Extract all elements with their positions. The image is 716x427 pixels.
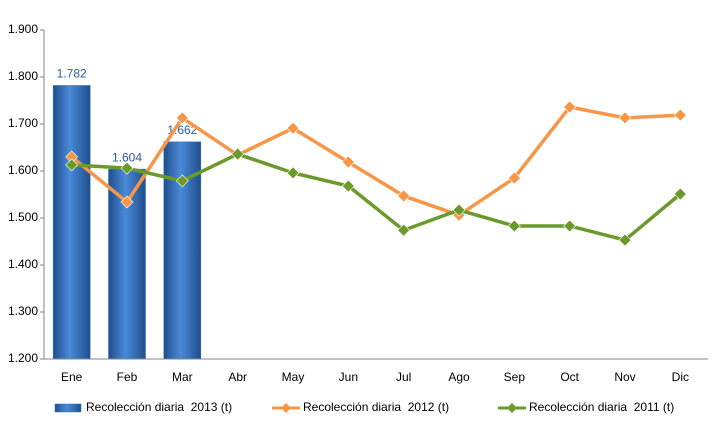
legend-swatch [54,403,82,413]
data-label: 1.604 [112,150,142,164]
point [673,108,687,122]
x-tick-label: Feb [117,370,138,384]
point [563,100,577,114]
data-label: 1.782 [57,67,87,81]
x-tick-label: Jun [339,370,358,384]
y-tick-label: 1.900 [8,22,38,36]
point [452,203,466,217]
point [120,195,134,209]
point [397,189,411,203]
x-tick-label: Oct [560,370,579,384]
x-tick-label: Nov [614,370,635,384]
point [341,179,355,193]
x-tick-label: Ene [61,370,83,384]
point [175,174,189,188]
legend-marker [507,403,517,413]
x-tick-label: Mar [172,370,193,384]
point [673,187,687,201]
point [286,166,300,180]
x-tick-label: Ago [448,370,470,384]
point [175,111,189,125]
line [71,152,682,242]
y-tick-label: 1.400 [8,257,38,271]
x-tick-label: May [282,370,305,384]
point [618,233,632,247]
x-tick-label: Sep [504,370,526,384]
y-tick-label: 1.600 [8,163,38,177]
line [70,105,681,217]
bar [52,85,91,360]
x-tick-label: Abr [228,370,247,384]
y-tick-label: 1.300 [8,304,38,318]
point [286,121,300,135]
y-tick-label: 1.500 [8,210,38,224]
legend-label: Recolección diaria 2012 (t) [303,400,449,414]
point [507,219,521,233]
y-tick-label: 1.700 [8,116,38,130]
point [563,219,577,233]
point [65,158,79,172]
y-tick-label: 1.800 [8,69,38,83]
x-tick-label: Dic [672,370,689,384]
y-tick-label: 1.200 [8,351,38,365]
point [120,161,134,175]
point [231,147,245,161]
point [507,171,521,185]
legend-label: Recolección diaria 2013 (t) [86,400,232,414]
point [618,111,632,125]
point [397,223,411,237]
legend-marker [281,403,291,413]
x-tick-label: Jul [396,370,411,384]
legend-label: Recolección diaria 2011 (t) [529,400,674,414]
point [341,155,355,169]
